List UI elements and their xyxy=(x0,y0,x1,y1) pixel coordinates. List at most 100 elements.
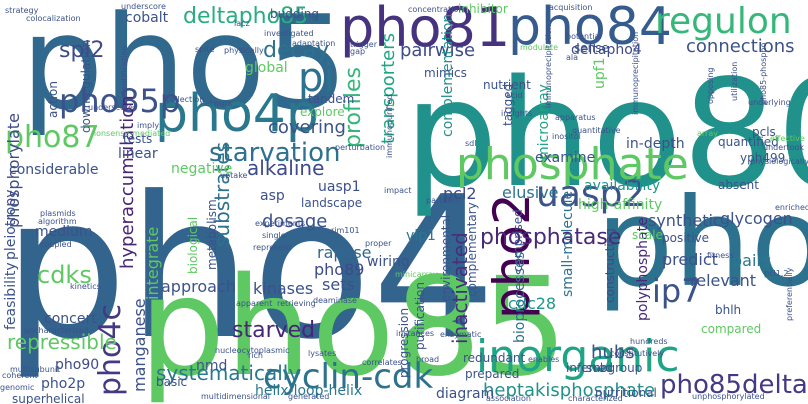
word: inositol xyxy=(552,132,581,141)
word: hubs xyxy=(591,342,635,363)
word: single xyxy=(262,231,286,240)
word: multidimensional xyxy=(201,392,271,401)
word: insights xyxy=(501,109,533,118)
word: underscore xyxy=(121,2,166,11)
word: ip7 xyxy=(652,272,702,310)
word: immunopurified xyxy=(385,94,394,158)
word: hyperaccumulation xyxy=(117,95,138,269)
word: unphosphorylated xyxy=(692,392,765,401)
word: quantitative xyxy=(572,126,621,135)
word: ala xyxy=(566,53,579,62)
word: lacz xyxy=(234,19,250,28)
word: genomic xyxy=(0,383,35,392)
word: pho81 xyxy=(340,0,511,59)
word: preferentially xyxy=(785,267,794,321)
word: kinases xyxy=(253,279,314,298)
word: generated xyxy=(288,392,330,401)
word: rim101 xyxy=(331,226,360,235)
word: cdks xyxy=(37,261,92,289)
word: sdl xyxy=(465,139,477,148)
word: cyclin-cdk xyxy=(263,357,434,397)
word: pho87 xyxy=(5,120,100,155)
word: correlates xyxy=(362,358,402,367)
word: phosphate xyxy=(456,139,689,190)
word: uasp1 xyxy=(318,179,361,195)
word: connections xyxy=(686,36,795,57)
word: redundant xyxy=(463,351,526,365)
word: enzymatic xyxy=(440,330,482,339)
word: gap xyxy=(350,47,366,56)
word: effective xyxy=(770,134,805,143)
word: linear xyxy=(118,146,158,162)
word: pairs xyxy=(732,251,772,270)
word: explore xyxy=(300,105,345,119)
word: considerable xyxy=(9,162,99,178)
word: broad xyxy=(416,355,440,364)
word: availability xyxy=(584,178,661,194)
word: uncharacterized xyxy=(24,326,89,335)
word: partners xyxy=(426,196,460,205)
word: constitutively xyxy=(610,349,665,358)
word: elusive xyxy=(502,183,559,202)
word: uasp2 xyxy=(536,174,646,215)
word: represent xyxy=(253,243,292,252)
word: undertook xyxy=(763,143,804,152)
word: minicarray xyxy=(395,270,438,279)
word: pi xyxy=(298,55,335,101)
word: perturbation xyxy=(335,143,386,152)
word: collection xyxy=(166,95,205,104)
word: pho2p xyxy=(41,376,86,392)
word: subgroup xyxy=(586,361,643,375)
word: helix-loop-helix xyxy=(255,383,363,399)
word: inorganic xyxy=(476,331,680,382)
word: multisubunit xyxy=(10,365,61,374)
word: mimics xyxy=(424,66,467,80)
word: manganese xyxy=(130,298,149,392)
word: pho84 xyxy=(508,0,672,57)
word: heptakisphosphate xyxy=(483,380,656,401)
word: pho4p xyxy=(155,84,319,144)
word: global xyxy=(245,60,288,76)
word: acid xyxy=(506,91,523,100)
word: starved xyxy=(232,318,316,343)
word: nucleocytoplasmic xyxy=(215,346,290,355)
word: network xyxy=(200,99,233,108)
word: dosage xyxy=(262,211,328,232)
word: compared xyxy=(701,322,762,336)
word: identification xyxy=(120,45,129,98)
word: instances xyxy=(396,329,435,338)
word: in-depth xyxy=(626,136,685,152)
word: experiments xyxy=(255,219,306,228)
word: pleiotropy xyxy=(3,189,19,260)
word: tests xyxy=(123,132,153,146)
word: physiologically xyxy=(750,157,808,166)
word: pairwise xyxy=(400,40,476,61)
word: nmd xyxy=(196,358,228,374)
word: colocalization xyxy=(26,14,81,23)
word: acquisition xyxy=(549,3,593,12)
word: upf1 xyxy=(592,57,608,89)
word: decay xyxy=(263,38,330,63)
word: apparatus xyxy=(555,113,596,122)
word: rapase xyxy=(317,243,372,262)
word: trigger xyxy=(350,40,378,49)
word: spite xyxy=(195,45,215,54)
word: rich xyxy=(248,351,263,360)
word: retrieving xyxy=(277,299,316,308)
word: biological xyxy=(186,216,200,274)
word: pho85 xyxy=(139,249,568,404)
word: comprised xyxy=(511,209,525,272)
word: underlying xyxy=(748,98,791,107)
word: complementary xyxy=(465,202,479,297)
word: deltapho4 xyxy=(571,42,642,58)
word: concert xyxy=(44,311,97,327)
word: spl2 xyxy=(59,38,105,63)
word: opposing xyxy=(706,67,715,104)
word: apparent xyxy=(236,299,273,308)
word: characterized xyxy=(568,394,623,403)
word: array xyxy=(697,129,718,138)
word: investigated xyxy=(264,29,314,38)
word: plasmids xyxy=(40,209,76,218)
word: deaminase xyxy=(313,296,357,305)
